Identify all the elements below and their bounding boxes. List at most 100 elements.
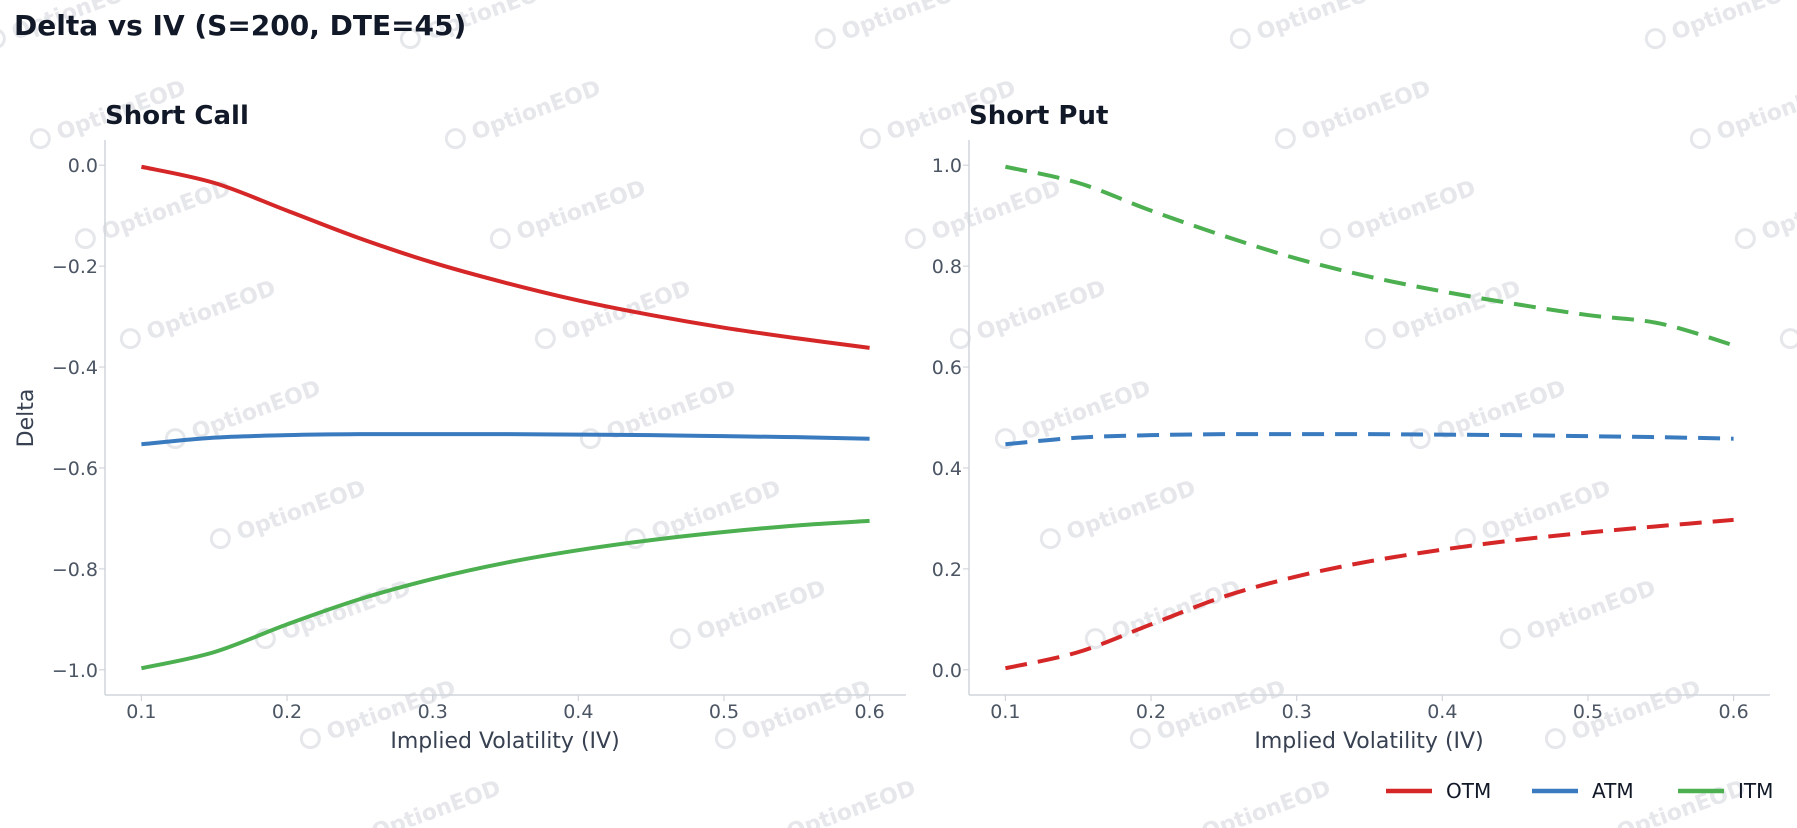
watermark-46: OptionEOD bbox=[784, 776, 920, 828]
watermark-36: OptionEOD bbox=[669, 576, 830, 650]
svg-text:OptionEOD: OptionEOD bbox=[694, 576, 830, 646]
watermark-38: OptionEOD bbox=[1499, 576, 1660, 650]
short-call-y-ticks: 0.0 −0.2 −0.4 −0.6 −0.8 −1.0 bbox=[52, 155, 105, 682]
figure-title: Delta vs IV (S=200, DTE=45) bbox=[14, 9, 466, 42]
y-tick-label: 0.0 bbox=[932, 660, 962, 682]
svg-text:OptionEOD: OptionEOD bbox=[469, 76, 605, 146]
legend-item-otm: OTM bbox=[1386, 779, 1491, 803]
svg-text:OptionEOD: OptionEOD bbox=[1524, 576, 1660, 646]
y-tick-label: 0.0 bbox=[68, 155, 98, 177]
svg-text:OptionEOD: OptionEOD bbox=[1714, 76, 1797, 146]
svg-text:OptionEOD: OptionEOD bbox=[649, 476, 785, 546]
y-tick-label: 0.4 bbox=[932, 458, 962, 480]
series-line-atm bbox=[1005, 432, 1734, 447]
y-tick-label: −0.4 bbox=[52, 357, 98, 379]
svg-text:OptionEOD: OptionEOD bbox=[1254, 0, 1390, 46]
watermark-45: OptionEOD bbox=[369, 776, 505, 828]
watermark-20: OptionEOD bbox=[119, 276, 279, 350]
watermark-21: OptionEOD bbox=[534, 276, 694, 350]
watermark-14: OptionEOD bbox=[1689, 76, 1797, 150]
svg-text:OptionEOD: OptionEOD bbox=[974, 276, 1110, 346]
x-tick-label: 0.5 bbox=[1573, 701, 1603, 723]
legend-item-itm: ITM bbox=[1678, 779, 1773, 803]
series-line-otm bbox=[1004, 517, 1734, 671]
watermark-13: OptionEOD bbox=[1274, 76, 1435, 150]
watermark-11: OptionEOD bbox=[444, 76, 605, 150]
svg-text:OptionEOD: OptionEOD bbox=[514, 176, 650, 246]
svg-text:OptionEOD: OptionEOD bbox=[1389, 276, 1525, 346]
watermark-31: OptionEOD bbox=[624, 476, 785, 550]
short-call-title: Short Call bbox=[105, 101, 249, 131]
watermark-28: OptionEOD bbox=[1409, 376, 1569, 450]
x-tick-label: 0.6 bbox=[854, 701, 884, 723]
x-tick-label: 0.3 bbox=[1282, 701, 1312, 723]
svg-text:OptionEOD: OptionEOD bbox=[1669, 0, 1797, 46]
short-put-y-ticks: 1.0 0.8 0.6 0.4 0.2 0.0 bbox=[932, 155, 969, 682]
series-line-itm bbox=[140, 518, 870, 671]
svg-text:OptionEOD: OptionEOD bbox=[1019, 376, 1155, 446]
y-tick-label: 0.2 bbox=[932, 559, 962, 581]
svg-text:OptionEOD: OptionEOD bbox=[1759, 176, 1797, 246]
legend-label: ATM bbox=[1592, 779, 1634, 803]
svg-text:OptionEOD: OptionEOD bbox=[1614, 776, 1750, 828]
y-tick-label: 0.8 bbox=[932, 256, 962, 278]
watermark-19: OptionEOD bbox=[1734, 176, 1797, 250]
short-call-lines bbox=[140, 164, 870, 671]
watermark-32: OptionEOD bbox=[1039, 476, 1200, 550]
x-tick-label: 0.6 bbox=[1718, 701, 1748, 723]
watermark-15: OptionEOD bbox=[74, 176, 234, 250]
y-tick-label: −0.2 bbox=[52, 256, 98, 278]
watermark-7: OptionEOD bbox=[814, 0, 974, 50]
watermark-17: OptionEOD bbox=[904, 176, 1065, 250]
short-put-panel: Short Put 0.1 0.2 0.3 0.4 0.5 0.6 1.00.80.60.… bbox=[932, 101, 1770, 754]
svg-text:OptionEOD: OptionEOD bbox=[1064, 476, 1200, 546]
series-line-atm bbox=[141, 432, 870, 447]
short-call-x-label: Implied Volatility (IV) bbox=[390, 729, 619, 754]
svg-text:OptionEOD: OptionEOD bbox=[234, 476, 370, 546]
svg-text:OptionEOD: OptionEOD bbox=[279, 576, 415, 646]
watermark-8: OptionEOD bbox=[1229, 0, 1390, 50]
x-tick-label: 0.1 bbox=[126, 701, 156, 723]
y-tick-label: 1.0 bbox=[932, 155, 962, 177]
svg-text:OptionEOD: OptionEOD bbox=[929, 176, 1065, 246]
svg-text:OptionEOD: OptionEOD bbox=[1299, 76, 1435, 146]
legend-label: ITM bbox=[1738, 779, 1773, 803]
y-tick-label: −1.0 bbox=[52, 660, 98, 682]
x-tick-label: 0.5 bbox=[709, 701, 739, 723]
svg-text:OptionEOD: OptionEOD bbox=[369, 776, 505, 828]
legend: OTM ATM ITM bbox=[1386, 779, 1773, 803]
legend-label: OTM bbox=[1446, 779, 1491, 803]
y-tick-label: −0.6 bbox=[52, 458, 98, 480]
short-call-panel: Short Call 0.1 0.2 0.3 0.4 0.5 0.6 0.0 −0.2 −0.… bbox=[14, 101, 906, 754]
legend-item-atm: ATM bbox=[1532, 779, 1634, 803]
watermark-24: OptionEOD bbox=[1779, 328, 1797, 350]
watermark-43: OptionEOD bbox=[1544, 676, 1704, 750]
x-tick-label: 0.4 bbox=[1427, 701, 1457, 723]
watermark-35: OptionEOD bbox=[254, 576, 415, 650]
svg-text:OptionEOD: OptionEOD bbox=[1479, 476, 1615, 546]
watermark-9: OptionEOD bbox=[1644, 0, 1797, 50]
short-put-x-ticks: 0.1 0.2 0.3 0.4 0.5 0.6 bbox=[990, 695, 1749, 723]
short-call-y-label: Delta bbox=[14, 389, 39, 448]
x-tick-label: 0.4 bbox=[563, 701, 593, 723]
series-line-itm bbox=[1004, 164, 1735, 348]
short-put-x-label: Implied Volatility (IV) bbox=[1254, 729, 1483, 754]
watermark-18: OptionEOD bbox=[1319, 176, 1480, 250]
x-tick-label: 0.3 bbox=[418, 701, 448, 723]
svg-text:OptionEOD: OptionEOD bbox=[1109, 576, 1245, 646]
watermark-30: OptionEOD bbox=[209, 476, 370, 550]
x-tick-label: 0.2 bbox=[272, 701, 302, 723]
svg-text:OptionEOD: OptionEOD bbox=[784, 776, 920, 828]
x-tick-label: 0.1 bbox=[990, 701, 1020, 723]
watermark-22: OptionEOD bbox=[949, 276, 1110, 350]
svg-text:OptionEOD: OptionEOD bbox=[1344, 176, 1480, 246]
watermark-25: OptionEOD bbox=[164, 376, 324, 450]
y-tick-label: 0.6 bbox=[932, 357, 962, 379]
short-put-lines bbox=[1004, 164, 1735, 671]
svg-text:OptionEOD: OptionEOD bbox=[1199, 776, 1335, 828]
watermark-23: OptionEOD bbox=[1364, 276, 1525, 350]
watermark-33: OptionEOD bbox=[1454, 476, 1615, 550]
series-line-otm bbox=[140, 164, 870, 350]
